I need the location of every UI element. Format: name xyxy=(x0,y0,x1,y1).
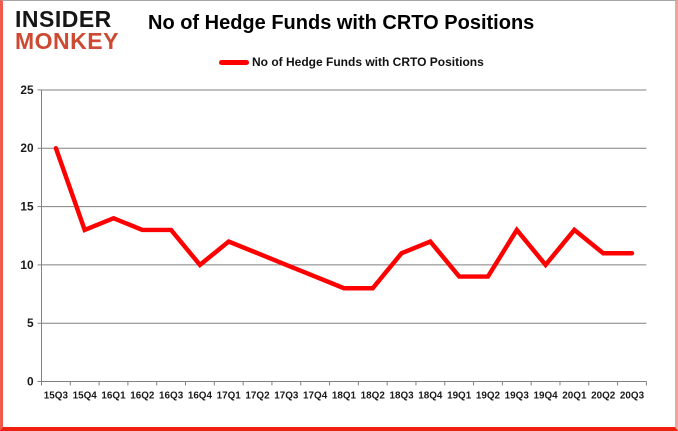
x-tick-label: 15Q4 xyxy=(73,390,98,401)
logo-text-insider: INSIDER xyxy=(15,6,112,32)
y-tick-label: 5 xyxy=(27,316,34,330)
x-tick-label: 15Q3 xyxy=(44,390,69,401)
x-tick-label: 17Q2 xyxy=(245,390,270,401)
x-tick-label: 18Q1 xyxy=(332,390,357,401)
x-tick-label: 19Q4 xyxy=(533,390,558,401)
y-tick-label: 10 xyxy=(20,258,34,272)
x-tick-label: 20Q3 xyxy=(620,390,645,401)
x-tick-label: 16Q4 xyxy=(188,390,213,401)
x-tick-label: 20Q1 xyxy=(562,390,587,401)
x-tick-label: 16Q2 xyxy=(130,390,155,401)
legend-line-swatch xyxy=(219,59,249,65)
y-tick-label: 15 xyxy=(20,200,34,214)
legend-label: No of Hedge Funds with CRTO Positions xyxy=(252,55,484,69)
x-tick-label: 19Q1 xyxy=(447,390,472,401)
x-tick-label: 20Q2 xyxy=(591,390,616,401)
chart-legend: No of Hedge Funds with CRTO Positions xyxy=(219,55,484,69)
x-tick-label: 17Q4 xyxy=(303,390,328,401)
series-line xyxy=(53,146,635,291)
x-tick-label: 17Q3 xyxy=(274,390,299,401)
x-tick-label: 18Q3 xyxy=(389,390,414,401)
x-tick-label: 18Q2 xyxy=(361,390,386,401)
x-tick-label: 19Q3 xyxy=(505,390,530,401)
y-tick-label: 25 xyxy=(20,83,34,97)
x-tick-label: 16Q3 xyxy=(159,390,184,401)
logo-text-monkey: MONKEY xyxy=(15,27,119,54)
y-tick-label: 0 xyxy=(27,374,34,388)
x-tick-label: 18Q4 xyxy=(418,390,443,401)
x-tick-label: 16Q1 xyxy=(101,390,126,401)
x-tick-label: 17Q1 xyxy=(217,390,242,401)
y-tick-label: 20 xyxy=(20,141,34,155)
chart-title: No of Hedge Funds with CRTO Positions xyxy=(148,12,535,34)
x-tick-label: 19Q2 xyxy=(476,390,501,401)
insider-monkey-logo: INSIDER MONKEY xyxy=(15,6,119,54)
